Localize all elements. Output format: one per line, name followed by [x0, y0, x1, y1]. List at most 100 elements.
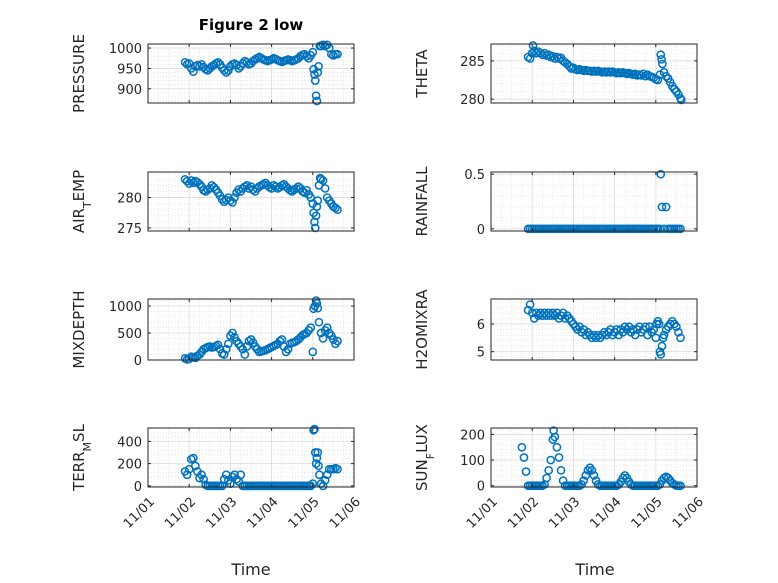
data-point — [242, 342, 252, 351]
data-point — [209, 182, 219, 192]
axes-box — [147, 427, 355, 488]
data-point — [240, 350, 250, 359]
data-point — [308, 47, 318, 57]
data-point — [228, 198, 237, 207]
plot-area — [491, 172, 697, 231]
series-terrmsl — [180, 424, 342, 491]
data-point — [521, 467, 531, 476]
data-point — [306, 481, 316, 491]
y-tick-label: 200 — [460, 428, 485, 443]
data-point — [544, 465, 554, 475]
data-point — [641, 322, 650, 332]
x-axis-label-right: Time — [574, 560, 614, 579]
data-point — [313, 68, 323, 77]
data-point — [542, 473, 551, 483]
data-point — [550, 54, 560, 63]
data-point — [219, 66, 229, 75]
data-point — [676, 481, 685, 491]
data-point — [676, 95, 686, 105]
x-tick-label: 11/02 — [162, 495, 199, 532]
data-point — [333, 464, 342, 474]
data-point — [312, 298, 322, 308]
data-point — [329, 335, 338, 344]
y-tick-label: 200 — [117, 458, 142, 473]
data-point — [552, 52, 562, 62]
axes-box — [490, 43, 698, 104]
y-axis-label: SUNFLUX — [413, 424, 437, 491]
series-sunflux — [517, 426, 685, 491]
y-tick-label: 500 — [117, 327, 142, 342]
data-point — [659, 330, 669, 340]
y-axis-label: AIRTEMP — [70, 170, 94, 233]
data-point — [333, 205, 342, 215]
axes-box — [490, 298, 698, 361]
data-point — [221, 344, 231, 354]
data-point — [657, 341, 667, 351]
data-point — [310, 76, 320, 85]
data-point — [188, 453, 198, 463]
data-point — [589, 471, 599, 480]
data-point — [230, 470, 239, 480]
y-tick-label: 5 — [477, 346, 485, 361]
data-point — [312, 453, 322, 463]
x-tick-label: 11/04 — [587, 495, 624, 532]
x-tick-label: 11/03 — [546, 495, 583, 532]
data-point — [320, 475, 330, 485]
data-point — [244, 336, 254, 346]
data-point — [550, 432, 560, 442]
series-mixdepth — [180, 296, 342, 364]
data-point — [236, 470, 246, 480]
data-point — [322, 470, 332, 480]
data-point — [676, 333, 685, 343]
data-point — [213, 340, 223, 350]
data-point — [184, 354, 194, 364]
data-point — [659, 224, 669, 234]
axes-box — [490, 427, 698, 488]
y-tick-label: 285 — [460, 55, 485, 70]
plot-area — [148, 44, 354, 103]
data-point — [558, 476, 568, 485]
data-point — [310, 223, 320, 233]
data-point — [228, 328, 237, 338]
axes-box — [147, 43, 355, 104]
x-tick-label: 11/01 — [121, 495, 158, 532]
data-point — [230, 193, 239, 202]
panel-theta: 280 285 THETA — [413, 41, 698, 108]
data-point — [637, 71, 646, 80]
series-pressure — [180, 40, 342, 106]
data-point — [314, 461, 323, 471]
data-point — [311, 91, 321, 101]
panel-terrmsl: 0 200 400 TERRMSL 11/01 11/02 11/03 11/04 11/05 1… — [70, 423, 364, 531]
data-point — [661, 202, 671, 212]
data-point — [219, 474, 229, 484]
data-point — [540, 48, 549, 58]
data-point — [221, 68, 231, 77]
data-point — [581, 471, 591, 480]
y-tick-label: 280 — [460, 93, 485, 108]
y-tick-label: 0 — [134, 354, 142, 369]
data-point — [318, 481, 328, 491]
panel-h2omixra: 5 6 H2OMIXRA — [413, 289, 698, 370]
data-point — [658, 59, 667, 69]
data-point — [311, 459, 321, 468]
x-tick-label: 11/01 — [464, 495, 501, 532]
data-point — [300, 188, 309, 198]
data-point — [552, 442, 562, 452]
data-point — [310, 448, 320, 457]
data-point — [333, 336, 342, 346]
data-point — [313, 448, 323, 457]
y-axis-label: PRESSURE — [70, 34, 88, 113]
data-point — [271, 182, 281, 191]
y-tick-label: 0.5 — [464, 168, 485, 183]
y-tick-label: 1000 — [109, 42, 142, 57]
data-point — [306, 323, 316, 332]
data-point — [223, 66, 233, 75]
y-tick-label: 275 — [117, 222, 142, 237]
data-point — [656, 50, 666, 60]
data-point — [525, 300, 535, 309]
data-point — [311, 211, 321, 221]
y-axis-label: THETA — [413, 49, 431, 99]
y-tick-label: 950 — [117, 62, 142, 77]
data-point — [313, 196, 323, 205]
